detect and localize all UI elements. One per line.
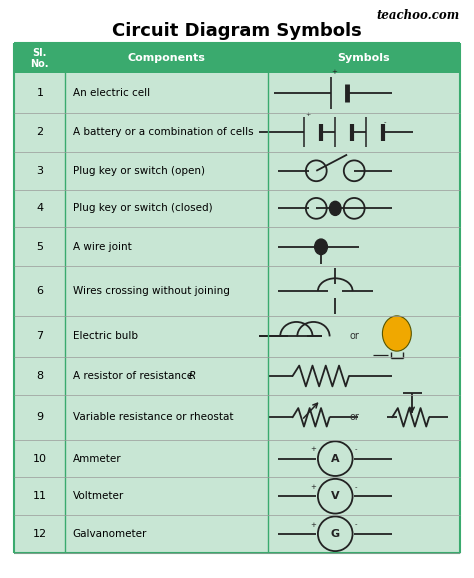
- Text: 9: 9: [36, 412, 44, 423]
- Text: or: or: [349, 412, 359, 423]
- Text: Galvanometer: Galvanometer: [73, 529, 147, 539]
- Text: A resistor of resistance: A resistor of resistance: [73, 371, 196, 381]
- Text: G: G: [331, 529, 340, 539]
- Text: Symbols: Symbols: [337, 53, 390, 64]
- Text: Plug key or switch (open): Plug key or switch (open): [73, 166, 205, 176]
- Bar: [14, 190, 460, 227]
- Text: Voltmeter: Voltmeter: [73, 491, 124, 501]
- Text: 12: 12: [33, 529, 47, 539]
- Text: 4: 4: [36, 203, 44, 213]
- Text: 6: 6: [36, 286, 43, 296]
- Text: 10: 10: [33, 454, 47, 464]
- Text: -: -: [355, 446, 357, 453]
- Text: 3: 3: [36, 166, 43, 176]
- Bar: [14, 227, 460, 266]
- Text: Ammeter: Ammeter: [73, 454, 121, 464]
- Text: +: +: [310, 446, 316, 453]
- Text: Components: Components: [128, 53, 206, 64]
- Text: A wire joint: A wire joint: [73, 242, 131, 252]
- Text: or: or: [349, 331, 359, 342]
- Text: -: -: [355, 484, 357, 490]
- Bar: [14, 515, 460, 553]
- Circle shape: [329, 201, 341, 216]
- Text: +: +: [310, 484, 316, 490]
- Text: An electric cell: An electric cell: [73, 88, 150, 98]
- Bar: [14, 152, 460, 190]
- Text: 8: 8: [36, 371, 44, 381]
- Bar: [14, 440, 460, 477]
- Bar: [14, 73, 460, 113]
- Bar: [14, 266, 460, 316]
- Text: Wires crossing without joining: Wires crossing without joining: [73, 286, 229, 296]
- Text: A battery or a combination of cells: A battery or a combination of cells: [73, 127, 253, 138]
- Circle shape: [383, 316, 411, 351]
- Text: V: V: [331, 491, 339, 501]
- Text: -: -: [383, 119, 386, 125]
- Text: +: +: [310, 521, 316, 528]
- Bar: [14, 357, 460, 395]
- Bar: [14, 113, 460, 152]
- Text: +: +: [305, 112, 310, 117]
- Text: +: +: [331, 69, 337, 75]
- Circle shape: [315, 239, 328, 254]
- Text: Plug key or switch (closed): Plug key or switch (closed): [73, 203, 212, 213]
- Text: 7: 7: [36, 331, 44, 342]
- Text: Electric bulb: Electric bulb: [73, 331, 137, 342]
- Text: R: R: [189, 371, 196, 381]
- Text: Circuit Diagram Symbols: Circuit Diagram Symbols: [112, 22, 362, 40]
- Text: A: A: [331, 454, 339, 464]
- Text: 2: 2: [36, 127, 44, 138]
- Text: Variable resistance or rheostat: Variable resistance or rheostat: [73, 412, 233, 423]
- Text: 11: 11: [33, 491, 47, 501]
- Bar: [14, 43, 460, 73]
- Bar: [14, 477, 460, 515]
- Bar: [14, 395, 460, 440]
- Text: 5: 5: [36, 242, 43, 252]
- Text: teachoo.com: teachoo.com: [377, 9, 460, 21]
- Text: 1: 1: [36, 88, 43, 98]
- Bar: [14, 316, 460, 357]
- Text: -: -: [355, 521, 357, 528]
- Text: Sl.
No.: Sl. No.: [31, 47, 49, 69]
